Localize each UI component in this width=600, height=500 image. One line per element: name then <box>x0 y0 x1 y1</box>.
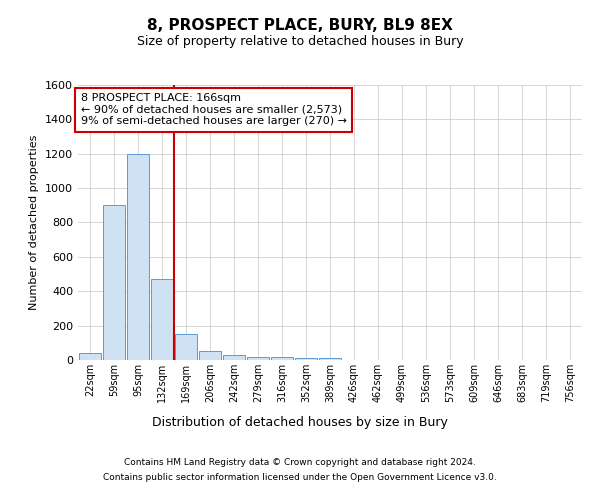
Bar <box>175 334 197 360</box>
Text: 8 PROSPECT PLACE: 166sqm
← 90% of detached houses are smaller (2,573)
9% of semi: 8 PROSPECT PLACE: 166sqm ← 90% of detach… <box>80 93 347 126</box>
Bar <box>103 206 125 360</box>
Text: Contains HM Land Registry data © Crown copyright and database right 2024.: Contains HM Land Registry data © Crown c… <box>124 458 476 467</box>
Bar <box>127 154 149 360</box>
Bar <box>247 356 269 360</box>
Bar <box>223 355 245 360</box>
Text: Distribution of detached houses by size in Bury: Distribution of detached houses by size … <box>152 416 448 429</box>
Bar <box>295 358 317 360</box>
Bar <box>319 358 341 360</box>
Bar <box>79 353 101 360</box>
Text: Size of property relative to detached houses in Bury: Size of property relative to detached ho… <box>137 35 463 48</box>
Text: 8, PROSPECT PLACE, BURY, BL9 8EX: 8, PROSPECT PLACE, BURY, BL9 8EX <box>147 18 453 32</box>
Bar <box>271 358 293 360</box>
Y-axis label: Number of detached properties: Number of detached properties <box>29 135 40 310</box>
Bar <box>151 279 173 360</box>
Bar <box>199 350 221 360</box>
Text: Contains public sector information licensed under the Open Government Licence v3: Contains public sector information licen… <box>103 473 497 482</box>
